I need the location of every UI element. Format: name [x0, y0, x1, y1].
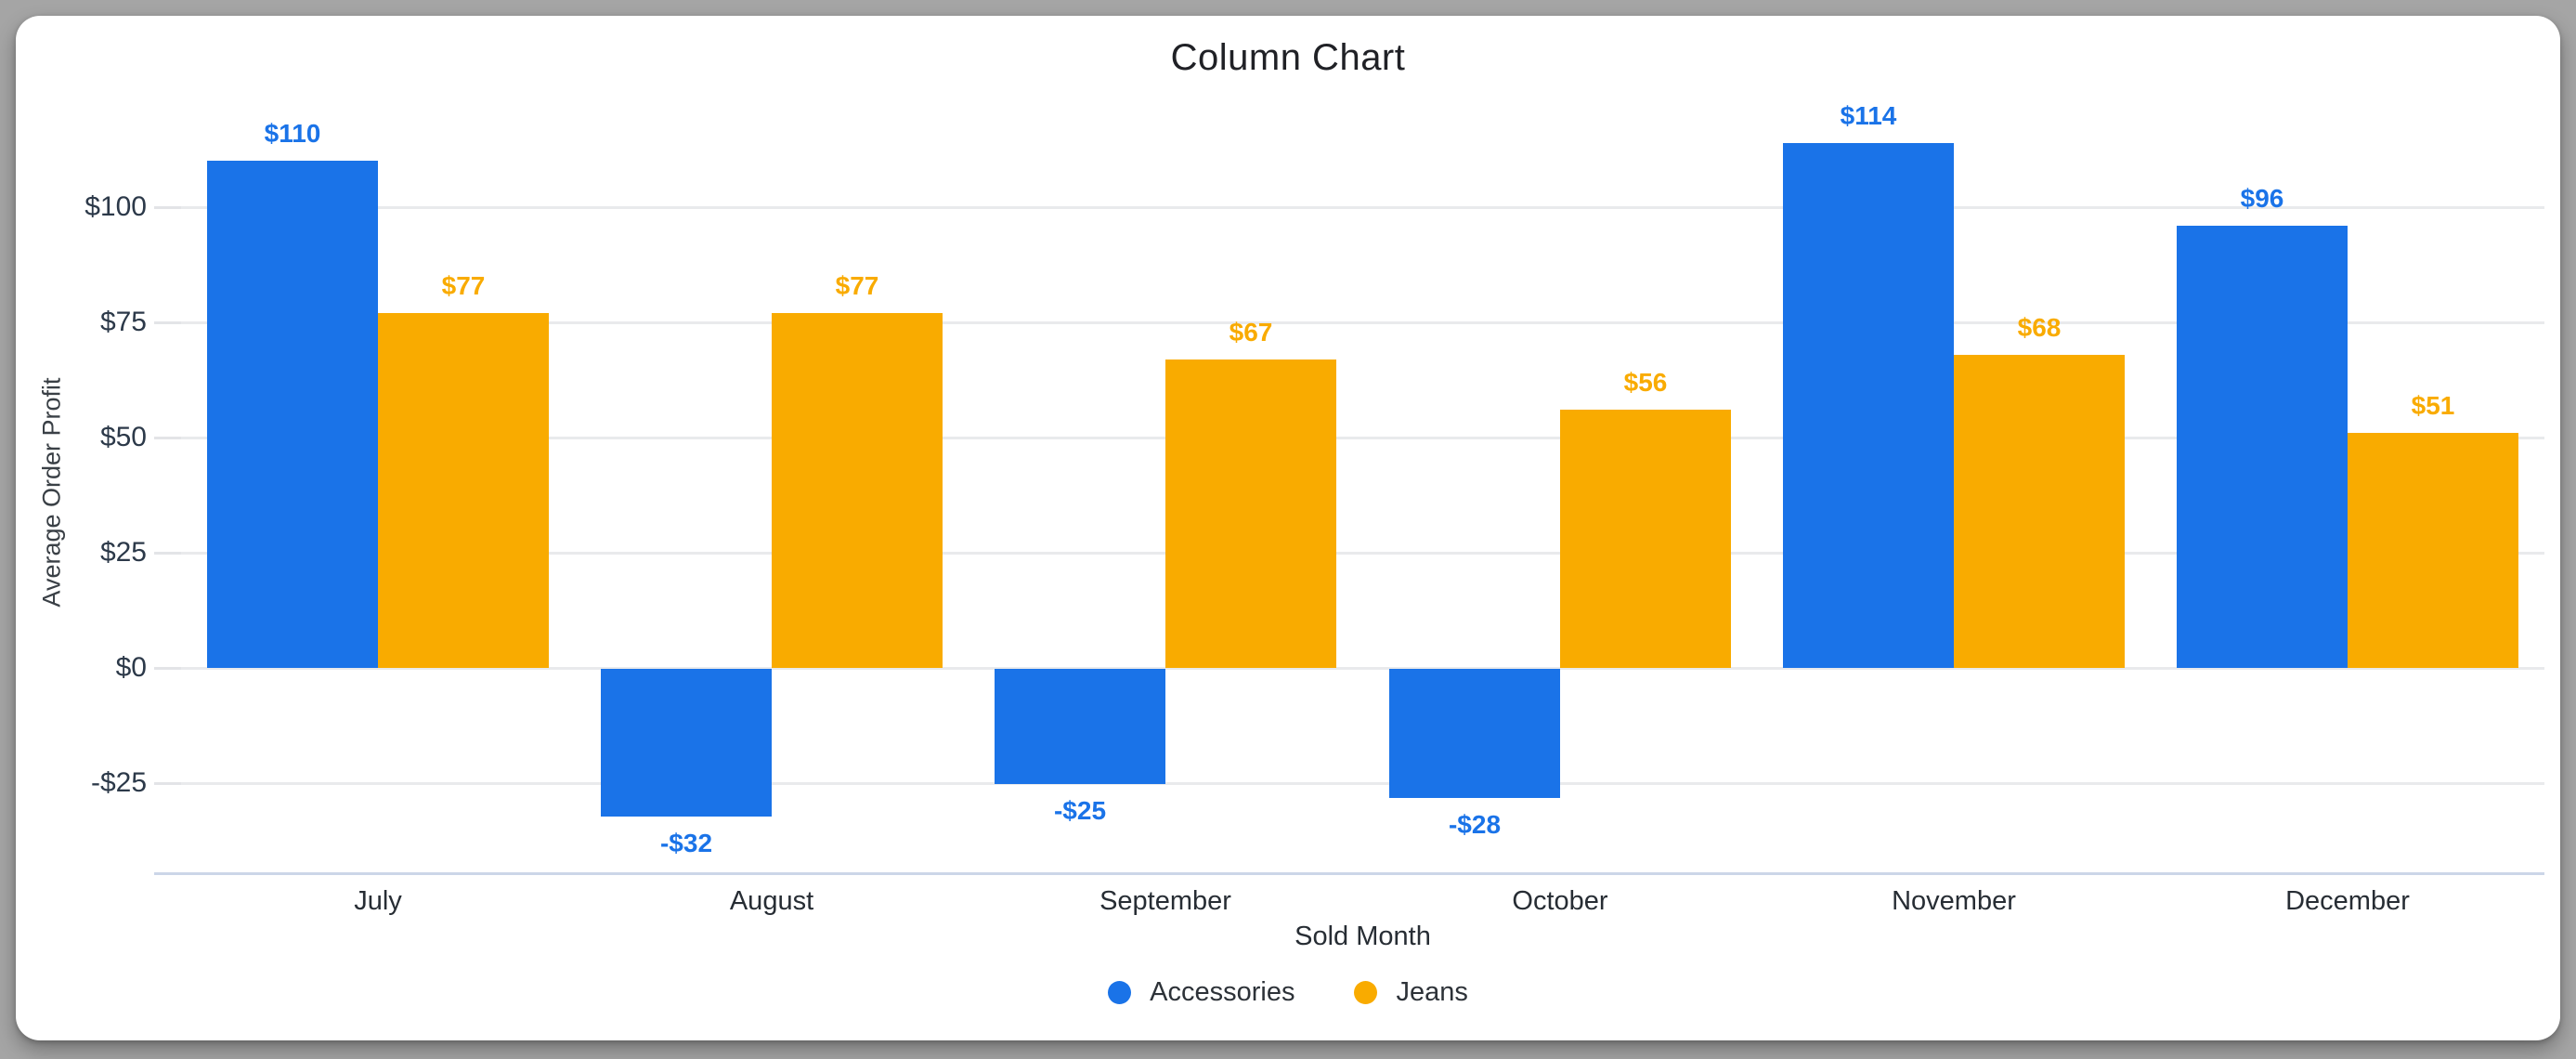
legend-label-accessories: Accessories [1150, 977, 1295, 1007]
x-axis-baseline [154, 872, 2544, 875]
legend-label-jeans: Jeans [1396, 977, 1468, 1007]
y-tick-label-100: $100 [85, 191, 147, 222]
y-tick-label-50: $50 [99, 422, 147, 452]
y-tick-mark-25 [154, 552, 181, 555]
value-label-jeans-july: $77 [441, 271, 486, 300]
gridline-100 [181, 206, 2544, 209]
x-category-label-december: December [2285, 886, 2410, 916]
y-tick-mark--25 [154, 782, 181, 785]
y-tick-label--25: -$25 [90, 767, 147, 798]
value-label-accessories-august: -$32 [659, 829, 713, 857]
bar-accessories-september [995, 669, 1165, 784]
bar-accessories-december [2177, 226, 2348, 668]
bar-jeans-november [1954, 355, 2125, 668]
bar-accessories-august [601, 669, 772, 817]
legend: Accessories Jeans [16, 977, 2560, 1008]
jeans-series-dot-icon [1354, 981, 1378, 1004]
y-tick-mark-75 [154, 321, 181, 324]
value-label-accessories-september: -$25 [1053, 796, 1107, 825]
x-category-label-november: November [1892, 886, 2016, 916]
chart-title: Column Chart [1170, 37, 1406, 78]
value-label-accessories-october: -$28 [1448, 810, 1502, 839]
y-tick-mark-50 [154, 437, 181, 439]
value-label-accessories-july: $110 [264, 119, 321, 148]
value-label-accessories-december: $96 [2240, 184, 2284, 213]
value-label-accessories-november: $114 [1840, 101, 1897, 130]
accessories-series-dot-icon [1108, 981, 1132, 1004]
y-tick-mark-0 [154, 667, 181, 670]
value-label-jeans-october: $56 [1623, 368, 1668, 397]
x-axis-title: Sold Month [1295, 922, 1431, 951]
gridline-75 [181, 321, 2544, 324]
x-category-label-july: July [354, 886, 402, 916]
value-label-jeans-december: $51 [2411, 391, 2455, 420]
y-tick-label-0: $0 [115, 652, 147, 683]
y-tick-label-25: $25 [99, 537, 147, 568]
legend-item-jeans: Jeans [1354, 977, 1468, 1008]
legend-item-accessories: Accessories [1108, 977, 1295, 1008]
bar-jeans-september [1165, 360, 1336, 668]
gridline-0 [181, 667, 2544, 670]
y-tick-mark-100 [154, 206, 181, 209]
bar-jeans-july [378, 313, 549, 668]
y-axis-title-text: Average Order Profit [37, 377, 66, 608]
bar-accessories-july [207, 161, 378, 668]
bar-jeans-august [772, 313, 943, 668]
bar-jeans-december [2348, 433, 2518, 668]
bar-accessories-october [1389, 669, 1560, 798]
gridline-25 [181, 552, 2544, 555]
value-label-jeans-november: $68 [2017, 313, 2062, 342]
gridline--25 [181, 782, 2544, 785]
x-category-label-august: August [729, 886, 814, 916]
gridline-50 [181, 437, 2544, 439]
value-label-jeans-august: $77 [835, 271, 879, 300]
bar-jeans-october [1560, 410, 1731, 668]
x-category-label-october: October [1512, 886, 1608, 916]
bar-accessories-november [1783, 143, 1954, 668]
x-category-label-september: September [1099, 886, 1231, 916]
value-label-jeans-september: $67 [1229, 318, 1273, 346]
y-tick-label-75: $75 [99, 307, 147, 337]
